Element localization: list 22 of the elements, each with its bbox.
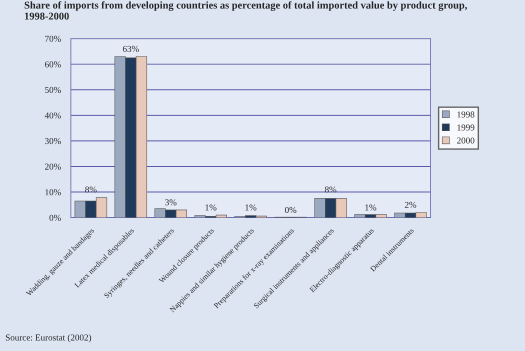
chart-title: Share of imports from developing countries as percentage of total imported value by product group, 1998-2000 <box>24 1 467 20</box>
legend-label: 1999 <box>457 124 474 131</box>
y-tick-label: 10% <box>45 189 61 196</box>
annotation: 0% <box>284 206 296 214</box>
source-note: Source: Eurostat (2002) <box>6 334 92 342</box>
annotation: 63% <box>122 46 139 52</box>
y-tick-label: 50% <box>45 86 61 94</box>
annotation: 8% <box>85 186 97 193</box>
annotation: 3% <box>165 199 176 206</box>
annotation: 2% <box>404 202 416 208</box>
annotation: 1% <box>206 204 216 210</box>
legend-label: 1998 <box>457 111 474 118</box>
y-tick-label: 20% <box>45 164 61 170</box>
annotation: 1% <box>245 204 256 210</box>
y-tick-label: 40% <box>44 112 61 119</box>
y-tick-label: 0% <box>49 214 61 221</box>
legend-label: 2000 <box>457 137 474 144</box>
annotation: 1% <box>365 204 376 210</box>
y-tick-label: 30% <box>45 138 61 144</box>
y-tick-label: 70% <box>45 36 61 42</box>
y-tick-label: 60% <box>44 61 61 68</box>
annotation: 8% <box>324 186 336 193</box>
